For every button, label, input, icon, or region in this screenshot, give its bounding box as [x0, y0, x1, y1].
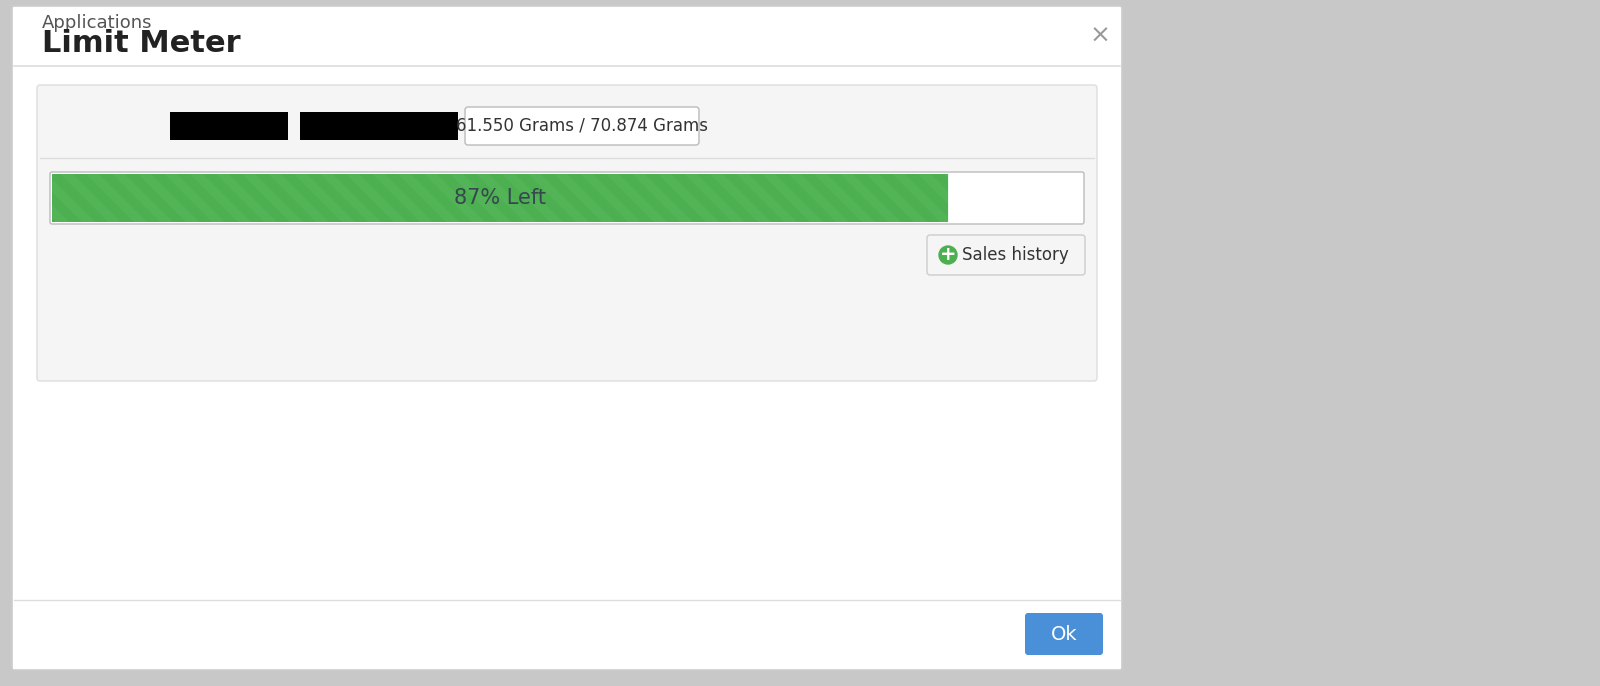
Text: ×: × — [1090, 24, 1110, 48]
Polygon shape — [294, 174, 355, 222]
Text: Applications: Applications — [42, 14, 152, 32]
Text: 61.550 Grams / 70.874 Grams: 61.550 Grams / 70.874 Grams — [456, 117, 707, 135]
Text: Limit Meter: Limit Meter — [42, 29, 240, 58]
Polygon shape — [893, 174, 954, 222]
Polygon shape — [190, 174, 251, 222]
FancyBboxPatch shape — [51, 174, 949, 222]
Polygon shape — [0, 174, 18, 222]
Polygon shape — [216, 174, 277, 222]
Polygon shape — [242, 174, 302, 222]
FancyBboxPatch shape — [13, 6, 1122, 670]
Polygon shape — [736, 174, 797, 222]
Polygon shape — [632, 174, 693, 222]
Polygon shape — [995, 174, 1058, 222]
FancyBboxPatch shape — [926, 235, 1085, 275]
Polygon shape — [346, 174, 406, 222]
Polygon shape — [814, 174, 875, 222]
Circle shape — [939, 246, 957, 264]
Polygon shape — [840, 174, 901, 222]
Polygon shape — [320, 174, 381, 222]
Polygon shape — [918, 174, 979, 222]
Polygon shape — [165, 174, 226, 222]
Polygon shape — [787, 174, 850, 222]
Polygon shape — [398, 174, 459, 222]
Polygon shape — [970, 174, 1030, 222]
Polygon shape — [685, 174, 746, 222]
FancyBboxPatch shape — [1026, 613, 1102, 655]
Text: Ok: Ok — [1051, 624, 1077, 643]
Polygon shape — [944, 174, 1005, 222]
Polygon shape — [762, 174, 822, 222]
Polygon shape — [34, 174, 94, 222]
Text: +: + — [939, 246, 957, 265]
Polygon shape — [138, 174, 198, 222]
FancyBboxPatch shape — [37, 85, 1098, 381]
Polygon shape — [371, 174, 434, 222]
Polygon shape — [710, 174, 771, 222]
Polygon shape — [477, 174, 538, 222]
Polygon shape — [61, 174, 122, 222]
Polygon shape — [112, 174, 173, 222]
FancyBboxPatch shape — [50, 172, 1085, 224]
Polygon shape — [606, 174, 667, 222]
Polygon shape — [450, 174, 510, 222]
Text: Sales history: Sales history — [962, 246, 1069, 264]
Polygon shape — [0, 174, 43, 222]
Polygon shape — [658, 174, 718, 222]
Polygon shape — [502, 174, 563, 222]
Polygon shape — [269, 174, 330, 222]
Polygon shape — [1022, 174, 1083, 222]
Polygon shape — [528, 174, 589, 222]
Polygon shape — [8, 174, 69, 222]
Text: 87% Left: 87% Left — [454, 188, 546, 208]
FancyBboxPatch shape — [466, 107, 699, 145]
Polygon shape — [554, 174, 614, 222]
Bar — [51, 174, 949, 222]
Polygon shape — [424, 174, 485, 222]
Bar — [170, 112, 288, 140]
Polygon shape — [866, 174, 926, 222]
Polygon shape — [86, 174, 147, 222]
Polygon shape — [579, 174, 642, 222]
Bar — [301, 112, 458, 140]
